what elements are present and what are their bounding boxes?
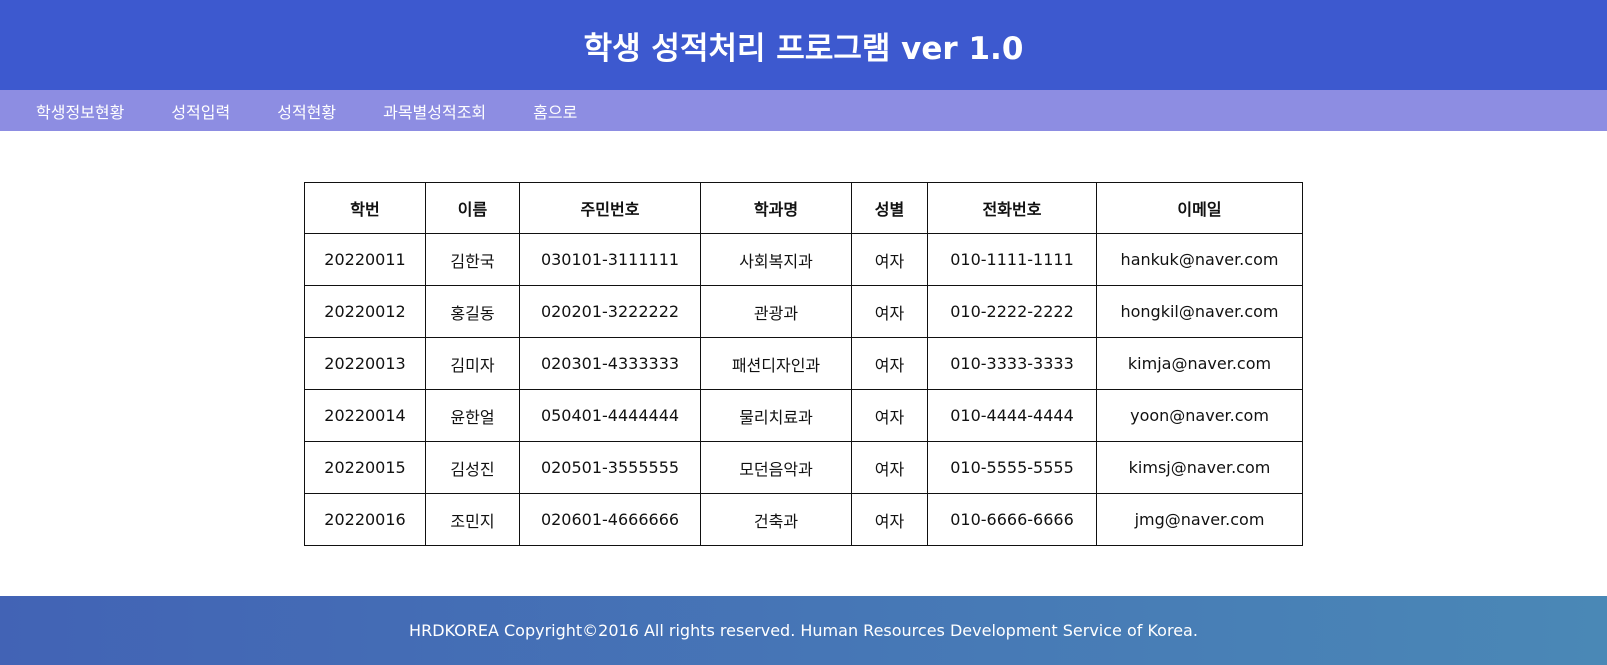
table-row: 20220011 김한국 030101-3111111 사회복지과 여자 010-1111… <box>304 233 1303 286</box>
table-cell: 여자 <box>851 493 928 546</box>
table-cell: yoon@naver.com <box>1096 389 1303 442</box>
table-cell: 20220012 <box>304 285 426 338</box>
table-cell: 여자 <box>851 233 928 286</box>
table-cell: 여자 <box>851 441 928 494</box>
student-table: 학번 이름 주민번호 학과명 성별 전화번호 이메일 20220011 김한국 030101-3… <box>304 182 1303 546</box>
table-cell: 여자 <box>851 285 928 338</box>
table-row: 20220016 조민지 020601-4666666 건축과 여자 010-6666-6… <box>304 493 1303 546</box>
page-title: 학생 성적처리 프로그램 ver 1.0 <box>583 30 1024 67</box>
table-cell: hankuk@naver.com <box>1096 233 1303 286</box>
nav-link[interactable]: 성적현황 <box>277 102 337 122</box>
table-cell: 010-5555-5555 <box>927 441 1097 494</box>
column-header: 학번 <box>304 182 426 234</box>
table-cell: 010-1111-1111 <box>927 233 1097 286</box>
table-cell: 20220014 <box>304 389 426 442</box>
table-cell: 여자 <box>851 337 928 390</box>
table-cell: 030101-3111111 <box>519 233 701 286</box>
table-cell: 물리치료과 <box>700 389 852 442</box>
nav-link[interactable]: 학생정보현황 <box>36 102 125 122</box>
table-cell: 020501-3555555 <box>519 441 701 494</box>
table-cell: 건축과 <box>700 493 852 546</box>
table-cell: 모던음악과 <box>700 441 852 494</box>
nav-link[interactable]: 홈으로 <box>533 102 578 122</box>
column-header: 이메일 <box>1096 182 1303 234</box>
table-cell: 20220015 <box>304 441 426 494</box>
table-cell: kimja@naver.com <box>1096 337 1303 390</box>
table-cell: kimsj@naver.com <box>1096 441 1303 494</box>
table-row: 20220013 김미자 020301-4333333 패션디자인과 여자 010-333… <box>304 337 1303 390</box>
table-cell: 010-2222-2222 <box>927 285 1097 338</box>
column-header: 주민번호 <box>519 182 701 234</box>
nav-link[interactable]: 과목별성적조회 <box>383 102 487 122</box>
table-cell: 여자 <box>851 389 928 442</box>
table-row: 20220012 홍길동 020201-3222222 관광과 여자 010-2222-2… <box>304 285 1303 338</box>
table-cell: 010-3333-3333 <box>927 337 1097 390</box>
column-header: 전화번호 <box>927 182 1097 234</box>
table-cell: 20220013 <box>304 337 426 390</box>
table-cell: 김성진 <box>425 441 520 494</box>
footer: HRDKOREA Copyright©2016 All rights reser… <box>0 596 1607 665</box>
table-cell: 050401-4444444 <box>519 389 701 442</box>
table-cell: 020601-4666666 <box>519 493 701 546</box>
header-row: 학번 이름 주민번호 학과명 성별 전화번호 이메일 <box>304 182 1303 234</box>
table-cell: 사회복지과 <box>700 233 852 286</box>
table-cell: 20220011 <box>304 233 426 286</box>
column-header: 이름 <box>425 182 520 234</box>
table-cell: 조민지 <box>425 493 520 546</box>
table-row: 20220015 김성진 020501-3555555 모던음악과 여자 010-5555… <box>304 441 1303 494</box>
table-cell: hongkil@naver.com <box>1096 285 1303 338</box>
nav-bar: 학생정보현황 성적입력 성적현황 과목별성적조회 홈으로 <box>0 90 1607 131</box>
table-cell: 윤한얼 <box>425 389 520 442</box>
table-cell: 020301-4333333 <box>519 337 701 390</box>
table-cell: 20220016 <box>304 493 426 546</box>
table-cell: 관광과 <box>700 285 852 338</box>
table-cell: 010-4444-4444 <box>927 389 1097 442</box>
table-row: 20220014 윤한얼 050401-4444444 물리치료과 여자 010-4444… <box>304 389 1303 442</box>
column-header: 성별 <box>851 182 928 234</box>
nav-link[interactable]: 성적입력 <box>171 102 231 122</box>
column-header: 학과명 <box>700 182 852 234</box>
content: 학번 이름 주민번호 학과명 성별 전화번호 이메일 20220011 김한국 030101-3… <box>304 182 1303 546</box>
table-cell: 김미자 <box>425 337 520 390</box>
table-cell: 020201-3222222 <box>519 285 701 338</box>
table-cell: 홍길동 <box>425 285 520 338</box>
table-cell: 김한국 <box>425 233 520 286</box>
table-body: 20220011 김한국 030101-3111111 사회복지과 여자 010-1111… <box>304 233 1303 546</box>
table-cell: 010-6666-6666 <box>927 493 1097 546</box>
table-cell: 패션디자인과 <box>700 337 852 390</box>
footer-text: HRDKOREA Copyright©2016 All rights reser… <box>409 621 1198 640</box>
header: 학생 성적처리 프로그램 ver 1.0 <box>0 0 1607 90</box>
table-cell: jmg@naver.com <box>1096 493 1303 546</box>
